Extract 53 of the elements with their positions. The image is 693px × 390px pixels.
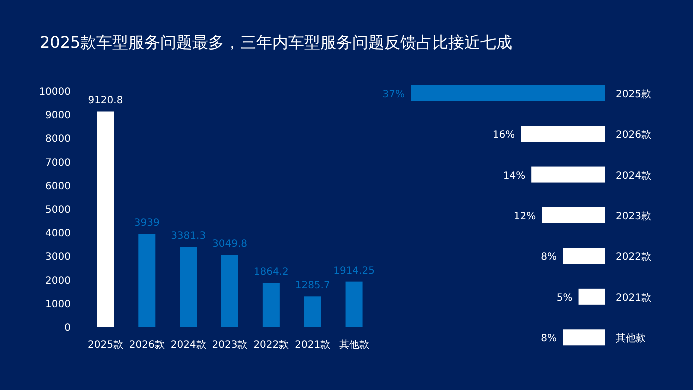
data-label: 3381.3 <box>171 231 206 242</box>
bar <box>138 234 156 327</box>
x-tick-label: 2023款 <box>212 340 248 351</box>
data-label: 37% <box>382 89 405 100</box>
y-tick-label: 2021款 <box>616 292 652 304</box>
data-label: 14% <box>503 170 526 182</box>
y-tick-label: 3000 <box>46 252 71 264</box>
x-tick-label: 2022款 <box>254 340 290 351</box>
y-tick-label: 5000 <box>46 205 71 216</box>
y-tick-label: 1000 <box>46 299 71 310</box>
y-tick-label: 2000 <box>46 276 71 287</box>
y-tick-label: 8000 <box>46 134 71 146</box>
data-label: 8% <box>541 334 558 345</box>
y-tick-label: 10000 <box>39 87 71 98</box>
bar <box>411 85 605 102</box>
y-tick-label: 7000 <box>46 158 71 169</box>
bar <box>304 296 322 327</box>
data-label: 16% <box>492 130 516 142</box>
x-tick-label: 2021款 <box>295 340 331 351</box>
y-tick-label: 2024款 <box>616 170 652 182</box>
y-tick-label: 9000 <box>46 110 71 122</box>
y-tick-label: 0 <box>64 323 71 334</box>
y-tick-label: 4000 <box>46 228 71 240</box>
x-tick-label: 2026款 <box>129 340 165 351</box>
y-tick-label: 2022款 <box>616 252 652 264</box>
y-tick-label: 2026款 <box>616 130 652 142</box>
bar <box>346 282 363 327</box>
bar <box>180 247 198 327</box>
data-label: 12% <box>514 212 536 222</box>
data-label: 1914.25 <box>334 266 375 277</box>
chart-title: 2025款车型服务问题最多，三年内车型服务问题反馈占比接近七成 <box>40 33 513 52</box>
y-tick-label: 2023款 <box>616 212 652 222</box>
data-label: 1864.2 <box>254 267 289 278</box>
data-label: 1285.7 <box>295 280 330 292</box>
bar <box>563 248 605 264</box>
y-tick-label: 2025款 <box>616 89 652 100</box>
data-label: 3939 <box>134 218 160 230</box>
x-tick-label: 2025款 <box>88 340 124 351</box>
bar <box>222 255 238 327</box>
bar <box>521 126 605 142</box>
y-tick-label: 6000 <box>46 181 71 192</box>
data-label: 3049.8 <box>212 239 248 250</box>
x-tick-label: 其他款 <box>339 339 370 351</box>
bar <box>563 330 605 346</box>
bar <box>97 112 114 327</box>
bar <box>542 208 605 224</box>
x-tick-label: 2024款 <box>170 340 206 351</box>
data-label: 8% <box>541 252 558 264</box>
bar <box>578 288 605 305</box>
data-label: 9120.8 <box>88 96 124 107</box>
bar <box>532 166 605 183</box>
data-label: 5% <box>556 292 573 304</box>
bar <box>262 283 280 327</box>
